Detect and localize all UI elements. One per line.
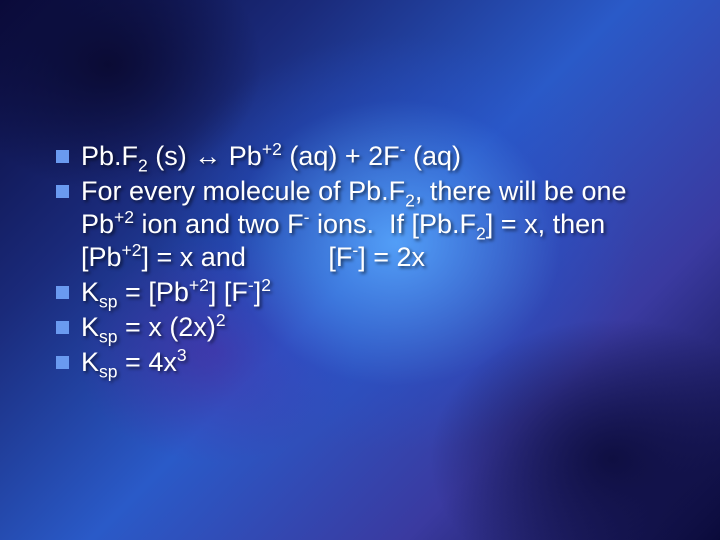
bullet-text: For every molecule of Pb.F2, there will … — [81, 175, 680, 274]
bullet-square-icon — [56, 185, 69, 198]
bullet-item: Ksp = x (2x)2 — [56, 311, 680, 344]
bullet-text: Ksp = 4x3 — [81, 346, 680, 379]
bullet-text: Ksp = [Pb+2] [F-]2 — [81, 276, 680, 309]
bullet-square-icon — [56, 321, 69, 334]
bullet-text: Ksp = x (2x)2 — [81, 311, 680, 344]
bullet-item: For every molecule of Pb.F2, there will … — [56, 175, 680, 274]
bullet-item: Pb.F2 (s) ↔ Pb+2 (aq) + 2F- (aq) — [56, 140, 680, 173]
bullet-square-icon — [56, 150, 69, 163]
bullet-item: Ksp = [Pb+2] [F-]2 — [56, 276, 680, 309]
bullet-square-icon — [56, 286, 69, 299]
slide: Pb.F2 (s) ↔ Pb+2 (aq) + 2F- (aq)For ever… — [0, 0, 720, 540]
bullet-text: Pb.F2 (s) ↔ Pb+2 (aq) + 2F- (aq) — [81, 140, 680, 173]
bullets-container: Pb.F2 (s) ↔ Pb+2 (aq) + 2F- (aq)For ever… — [56, 140, 680, 381]
bullet-square-icon — [56, 356, 69, 369]
bullet-item: Ksp = 4x3 — [56, 346, 680, 379]
